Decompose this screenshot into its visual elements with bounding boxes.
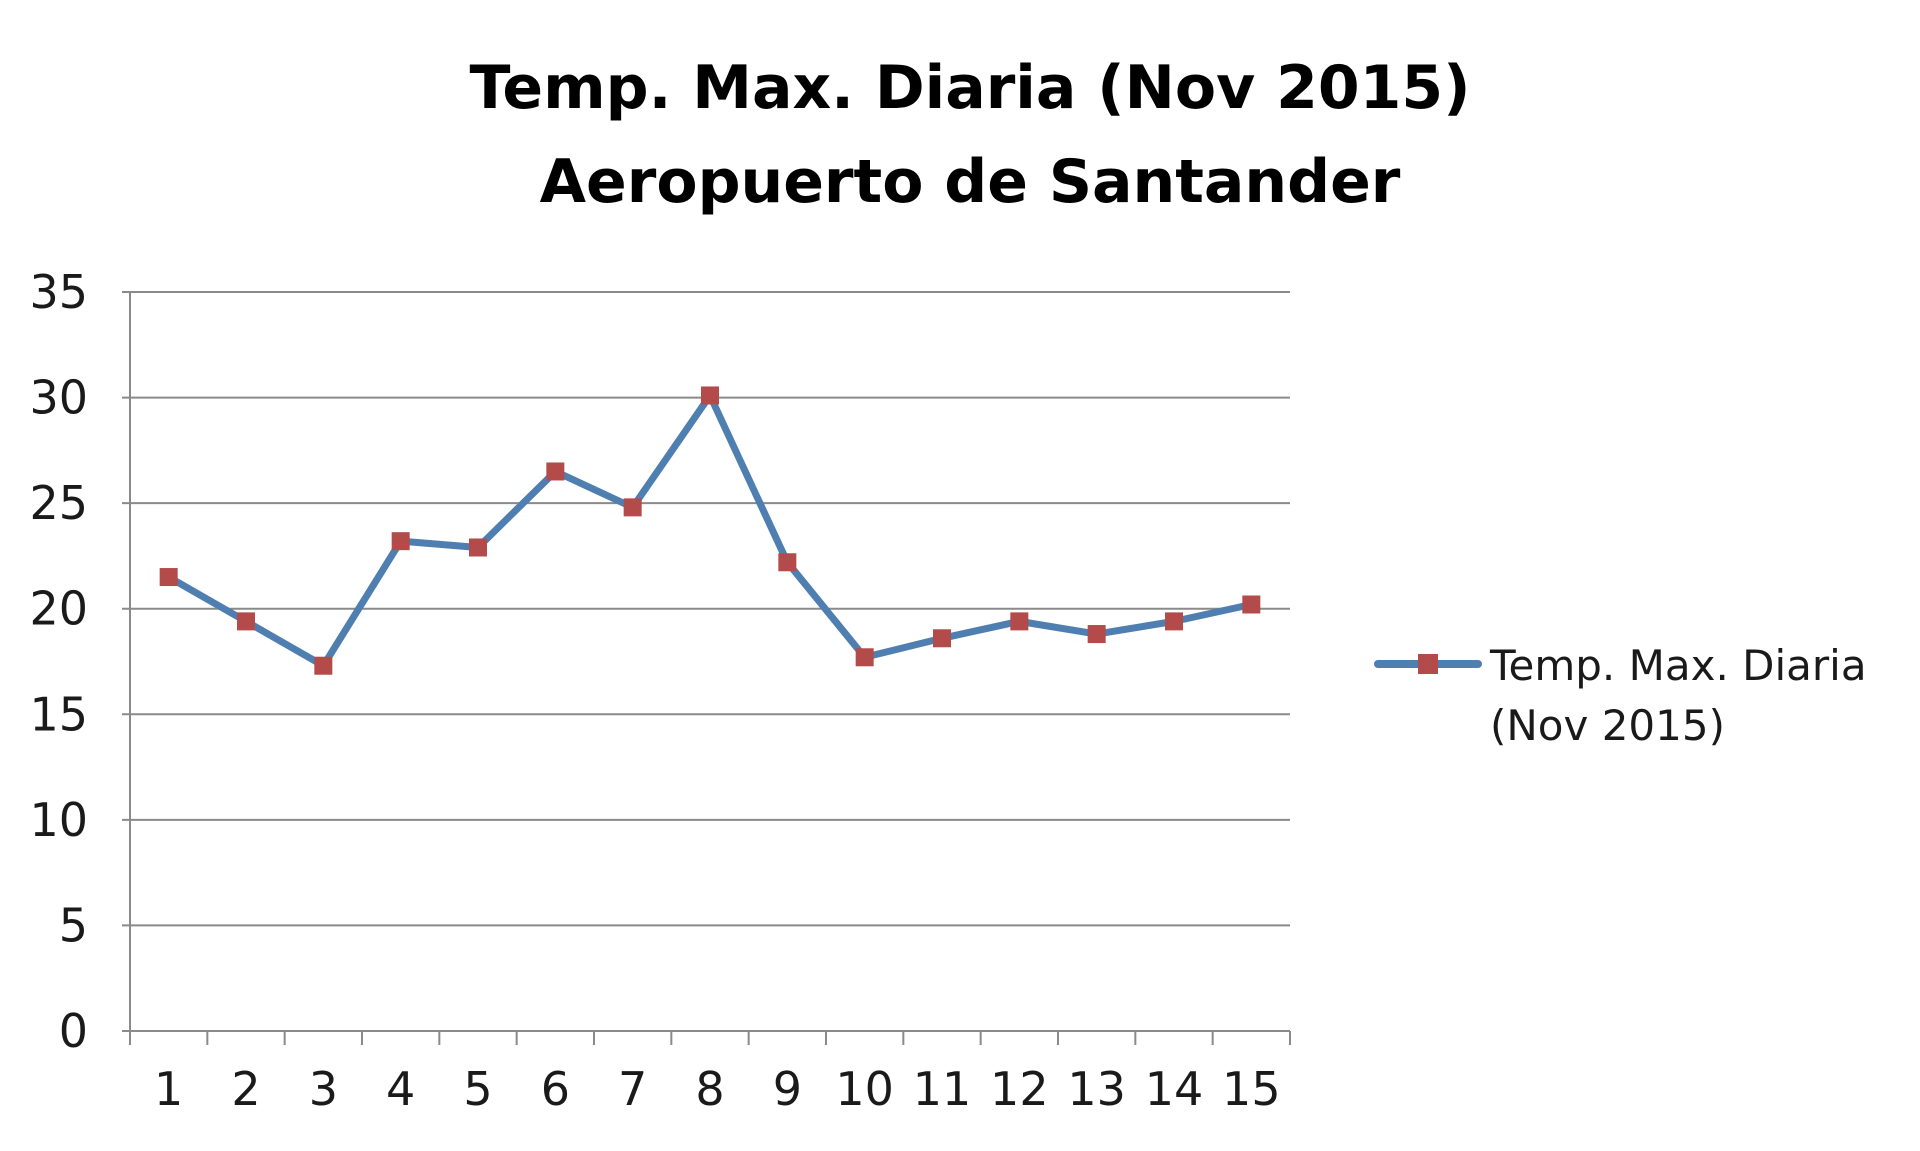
y-axis-tick-labels: 0 5 10 15 20 25 30 35 xyxy=(29,265,88,1058)
x-tick-label: 10 xyxy=(835,1062,894,1116)
x-tick-label: 2 xyxy=(231,1062,260,1116)
data-point-marker xyxy=(1087,625,1106,644)
data-point-marker xyxy=(469,538,487,557)
x-tick-label: 5 xyxy=(463,1062,492,1116)
y-tick-label: 5 xyxy=(59,898,88,952)
data-point-marker xyxy=(701,386,719,405)
data-point-marker xyxy=(855,648,874,667)
y-tick-label: 20 xyxy=(29,582,88,636)
y-tick-label: 0 xyxy=(59,1004,88,1058)
x-tick-label: 3 xyxy=(309,1062,338,1116)
legend-label-line2: (Nov 2015) xyxy=(1490,701,1725,750)
data-point-marker xyxy=(1242,595,1261,614)
data-point-marker xyxy=(623,498,642,517)
chart-title: Temp. Max. Diaria (Nov 2015) xyxy=(469,53,1470,123)
series-temp-max xyxy=(159,386,1261,675)
chart-subtitle: Aeropuerto de Santander xyxy=(540,147,1401,217)
data-point-marker xyxy=(237,612,255,631)
y-tick-label: 10 xyxy=(29,793,88,847)
x-tick-label: 15 xyxy=(1222,1062,1281,1116)
data-point-marker xyxy=(1165,612,1183,631)
legend-label-line1: Temp. Max. Diaria xyxy=(1489,641,1867,690)
legend-marker-swatch xyxy=(1418,654,1438,674)
x-tick-label: 7 xyxy=(618,1062,647,1116)
data-point-marker xyxy=(546,462,565,481)
data-point-marker xyxy=(933,629,951,648)
x-tick-label: 9 xyxy=(773,1062,802,1116)
x-tick-label: 4 xyxy=(386,1062,415,1116)
y-tick-label: 25 xyxy=(29,476,88,530)
x-tick-label: 14 xyxy=(1145,1062,1204,1116)
data-point-marker xyxy=(391,532,410,551)
legend: Temp. Max. Diaria (Nov 2015) xyxy=(1374,641,1867,750)
x-tick-label: 6 xyxy=(541,1062,570,1116)
axes xyxy=(122,292,1291,1045)
y-tick-label: 30 xyxy=(29,371,88,425)
x-axis-tick-labels: 1 2 3 4 5 6 7 8 9 10 11 12 13 14 15 xyxy=(154,1062,1281,1116)
y-tick-label: 35 xyxy=(29,265,88,319)
data-point-marker xyxy=(159,568,178,587)
y-tick-label: 15 xyxy=(29,687,88,741)
data-point-marker xyxy=(1010,612,1029,631)
x-tick-label: 12 xyxy=(990,1062,1049,1116)
data-point-marker xyxy=(778,553,797,572)
x-tick-label: 8 xyxy=(695,1062,724,1116)
data-point-marker xyxy=(314,656,333,675)
x-tick-label: 13 xyxy=(1067,1062,1126,1116)
x-tick-label: 1 xyxy=(154,1062,183,1116)
x-tick-label: 11 xyxy=(913,1062,972,1116)
